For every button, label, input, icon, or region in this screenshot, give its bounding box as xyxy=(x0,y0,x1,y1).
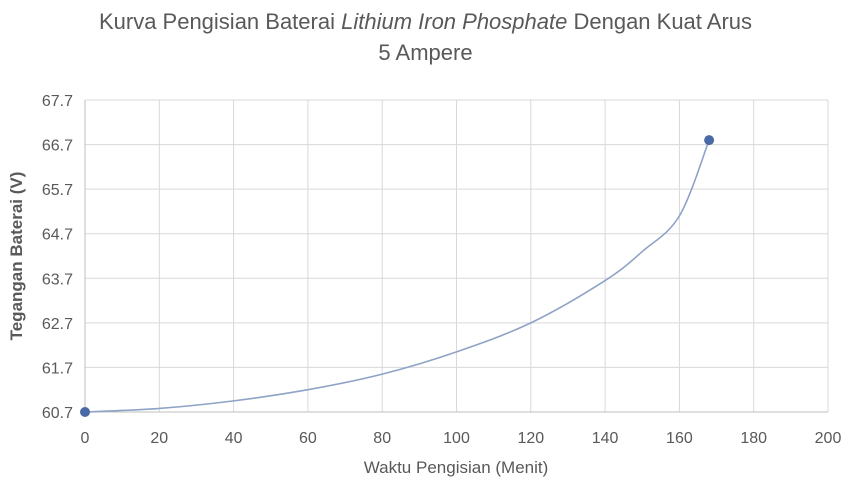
chart-title-part-regular-end: Dengan Kuat Arus xyxy=(567,9,753,34)
y-tick-label: 62.7 xyxy=(42,316,73,333)
x-tick-label: 180 xyxy=(740,430,767,447)
chart-title-part-regular: Kurva Pengisian Baterai xyxy=(98,9,342,34)
x-tick-label: 160 xyxy=(666,430,693,447)
axes xyxy=(84,100,828,413)
y-tick-label: 66.7 xyxy=(42,138,73,155)
x-tick-label: 100 xyxy=(443,430,470,447)
x-tick-label: 20 xyxy=(150,430,168,447)
chart-title-part-italic: Lithium Iron Phosphate xyxy=(341,9,568,34)
x-tick-labels: 0 20 40 60 80 100 120 140 160 180 200 xyxy=(81,430,842,447)
y-axis-label: Tegangan Baterai (V) xyxy=(7,172,26,341)
y-tick-label: 61.7 xyxy=(42,360,73,377)
y-tick-label: 65.7 xyxy=(42,182,73,199)
y-tick-label: 63.7 xyxy=(42,271,73,288)
grid xyxy=(85,99,829,412)
x-tick-label: 0 xyxy=(81,430,90,447)
x-tick-label: 60 xyxy=(299,430,317,447)
x-axis-label: Waktu Pengisian (Menit) xyxy=(364,458,549,477)
data-point xyxy=(704,135,715,146)
series-line xyxy=(84,139,710,413)
data-point xyxy=(80,407,90,417)
x-tick-label: 120 xyxy=(517,430,544,447)
chart-title-line-1: Kurva Pengisian Baterai Lithium Iron Pho… xyxy=(0,6,851,37)
x-tick-label: 40 xyxy=(225,430,243,447)
series xyxy=(80,135,715,417)
y-tick-label: 60.7 xyxy=(42,405,73,422)
y-tick-labels: 60.7 61.7 62.7 63.7 64.7 65.7 66.7 67.7 xyxy=(42,93,73,422)
chart-title: Kurva Pengisian Baterai Lithium Iron Pho… xyxy=(0,6,851,68)
x-tick-label: 140 xyxy=(592,430,619,447)
x-tick-label: 200 xyxy=(815,430,842,447)
x-tick-label: 80 xyxy=(373,430,391,447)
chart-title-line-2: 5 Ampere xyxy=(378,40,473,65)
y-tick-label: 64.7 xyxy=(42,227,73,244)
y-tick-label: 67.7 xyxy=(42,93,73,110)
